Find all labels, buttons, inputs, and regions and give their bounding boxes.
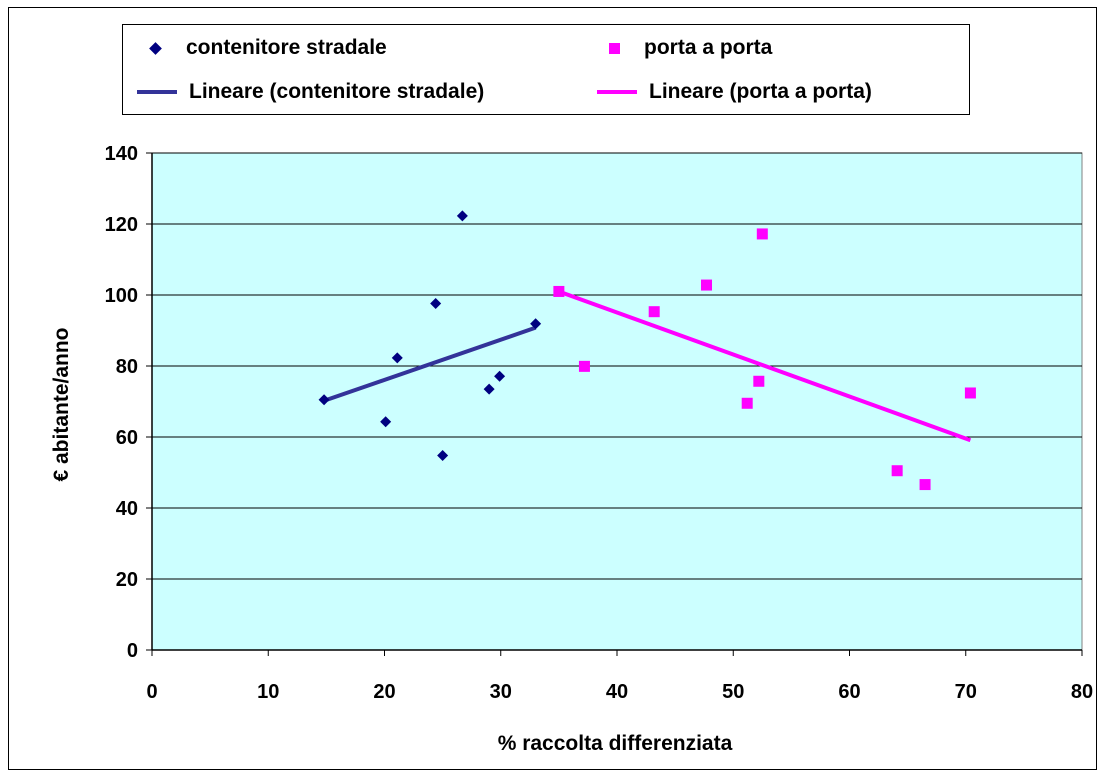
data-point-diamond — [318, 394, 330, 406]
data-point-diamond — [430, 298, 442, 310]
legend-label: Lineare (contenitore stradale) — [189, 80, 485, 103]
data-point-diamond — [380, 416, 392, 428]
line-marker-icon — [597, 90, 637, 94]
x-tick-label: 0 — [146, 681, 157, 703]
legend-item-porta-a-porta: porta a porta — [593, 31, 772, 65]
legend-label: porta a porta — [644, 36, 773, 59]
axes: 0 20 40 60 80 100 120 140 0 10 20 30 40 50 60 70 80 — [105, 143, 1094, 703]
legend-item-lineare-porta: Lineare (porta a porta) — [593, 75, 872, 109]
data-point-square — [648, 306, 660, 318]
legend-label: contenitore stradale — [186, 36, 387, 59]
square-marker-icon — [609, 42, 620, 54]
data-point-square — [741, 397, 753, 409]
y-tick-label: 140 — [105, 143, 138, 165]
y-axis-title: € abitante/anno — [50, 327, 73, 481]
x-tick-label: 70 — [955, 681, 977, 703]
legend-item-contenitore-stradale: contenitore stradale — [133, 31, 387, 65]
y-tick-label: 120 — [105, 214, 138, 236]
legend-label: Lineare (porta a porta) — [649, 80, 872, 103]
data-points — [318, 210, 976, 491]
y-tick-label: 60 — [116, 427, 138, 449]
legend: contenitore stradale porta a porta Linea… — [122, 24, 970, 115]
data-point-square — [578, 360, 590, 372]
y-tick-label: 80 — [116, 356, 138, 378]
x-tick-label: 30 — [490, 681, 512, 703]
line-marker-icon — [137, 90, 177, 94]
data-point-diamond — [391, 352, 403, 364]
legend-item-lineare-contenitore: Lineare (contenitore stradale) — [133, 75, 484, 109]
data-point-diamond — [494, 370, 506, 382]
data-point-diamond — [530, 318, 542, 330]
trendlines — [323, 289, 972, 443]
data-point-diamond — [437, 449, 449, 461]
data-point-square — [891, 465, 903, 477]
y-tick-label: 40 — [116, 498, 138, 520]
data-point-square — [553, 285, 565, 297]
x-tick-label: 40 — [606, 681, 628, 703]
data-point-square — [964, 387, 976, 399]
data-point-square — [919, 479, 931, 491]
x-tick-label: 50 — [722, 681, 744, 703]
trendline-0 — [323, 325, 537, 403]
y-tick-label: 20 — [116, 569, 138, 591]
plot-area — [151, 152, 1083, 651]
data-point-diamond — [456, 210, 468, 222]
x-tick-label: 20 — [373, 681, 395, 703]
data-point-diamond — [483, 383, 495, 395]
gridlines — [152, 152, 1082, 580]
y-tick-label: 0 — [127, 640, 138, 662]
data-point-square — [701, 279, 713, 291]
x-tick-label: 80 — [1071, 681, 1093, 703]
trendline-1 — [558, 289, 972, 443]
x-tick-label: 10 — [257, 681, 279, 703]
y-tick-label: 100 — [105, 285, 138, 307]
x-tick-label: 60 — [838, 681, 860, 703]
x-axis-title: % raccolta differenziata — [498, 732, 733, 755]
data-point-square — [756, 228, 768, 240]
data-point-square — [753, 375, 765, 387]
